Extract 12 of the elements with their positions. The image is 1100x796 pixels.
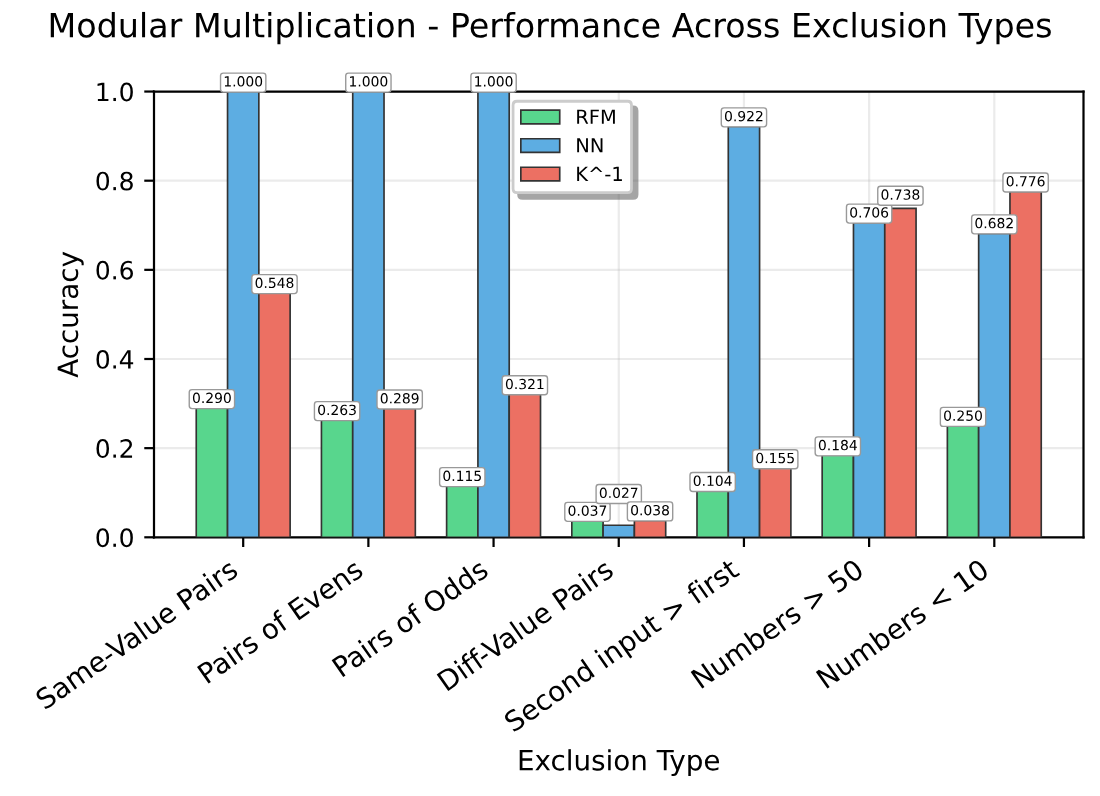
y-tick-label: 0.4: [96, 349, 134, 369]
y-tick-label: 0.2: [96, 439, 133, 458]
chart-title: Modular Multiplication - Performance Across Exclusion Types: [50, 11, 1051, 45]
legend-label: K^-1: [577, 166, 622, 181]
legend-label: NN: [577, 138, 603, 153]
y-tick-label: 0.0: [96, 528, 133, 548]
y-tick-label: 0.8: [96, 171, 133, 191]
x-axis-title: Exclusion Type: [519, 749, 720, 777]
legend-label: RFM: [577, 109, 615, 124]
y-tick-label: 1.0: [97, 82, 133, 102]
y-tick-label: 0.6: [96, 260, 133, 280]
y-axis-title: Accuracy: [57, 251, 84, 378]
